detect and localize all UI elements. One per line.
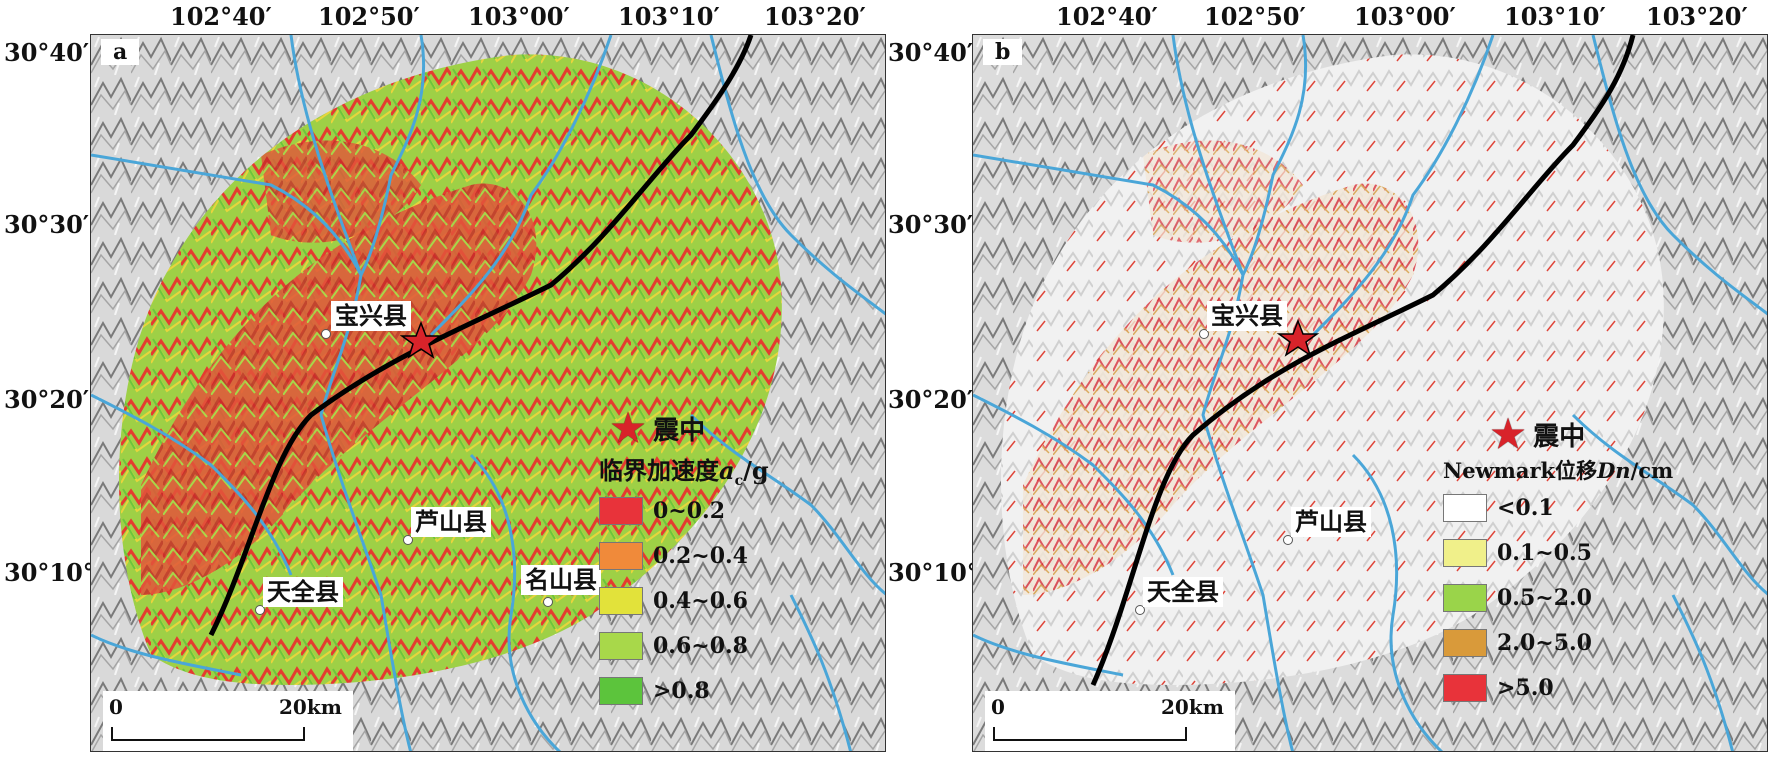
- town-label-lushan-b: 芦山县: [1291, 507, 1371, 537]
- lon-tick-b-2: 102°50′: [1204, 2, 1306, 31]
- town-marker-lushan-a: [403, 535, 413, 545]
- legend-label: <0.1: [1497, 494, 1554, 521]
- epicenter-star-b: [1276, 318, 1320, 357]
- legend-title-sub-a: c: [734, 472, 744, 489]
- legend-title-unit-b: /cm: [1630, 458, 1674, 483]
- lon-tick-b-5: 103°20′: [1646, 2, 1748, 31]
- legend-item-a-3: 0.4~0.6: [599, 579, 769, 624]
- legend-label: 0.6~0.8: [653, 633, 748, 660]
- epicenter-legend-b: ★ 震中: [1491, 415, 1585, 453]
- map-a-canvas: [91, 35, 885, 751]
- legend-swatch: [1443, 628, 1487, 657]
- lon-tick-a-5: 103°20′: [764, 2, 866, 31]
- lon-tick-a-2: 102°50′: [318, 2, 420, 31]
- legend-title-unit-a: /g: [743, 456, 769, 485]
- map-panel-a: a 宝兴县 芦山县 天全县 名山县 ★ 震中 临界加速度ac/g 0~0.2 0…: [90, 34, 886, 752]
- lat-tick-a-3: 30°20′: [4, 385, 90, 414]
- panel-label-b: b: [983, 39, 1023, 65]
- scale-start-b: 0: [991, 695, 1005, 719]
- legend-swatch: [1443, 583, 1487, 612]
- legend-label: >0.8: [653, 678, 710, 705]
- lat-tick-b-2: 30°30′: [888, 210, 974, 239]
- legend-b: Newmark位移Dn/cm <0.1 0.1~0.5 0.5~2.0 2.0~…: [1443, 455, 1673, 710]
- lon-tick-a-4: 103°10′: [618, 2, 720, 31]
- lon-tick-a-3: 103°00′: [468, 2, 570, 31]
- scale-end-a: 20km: [279, 695, 342, 719]
- lat-tick-b-4: 30°10°: [888, 558, 979, 587]
- lat-tick-b-1: 30°40′: [888, 38, 974, 67]
- legend-label: 0~0.2: [653, 498, 726, 525]
- legend-item-a-1: 0~0.2: [599, 489, 769, 534]
- town-label-tianquan-a: 天全县: [263, 577, 343, 607]
- lon-tick-b-1: 102°40′: [1056, 2, 1158, 31]
- legend-title-var-a: a: [719, 456, 735, 485]
- legend-item-b-2: 0.1~0.5: [1443, 530, 1673, 575]
- legend-item-b-3: 0.5~2.0: [1443, 575, 1673, 620]
- legend-swatch: [1443, 538, 1487, 567]
- legend-title-main-b: Newmark位移: [1443, 458, 1598, 483]
- lon-tick-a-1: 102°40′: [170, 2, 272, 31]
- legend-item-b-1: <0.1: [1443, 485, 1673, 530]
- town-marker-baoxing-a: [321, 329, 331, 339]
- scale-line-b: [993, 727, 1187, 741]
- town-label-baoxing-a: 宝兴县: [331, 301, 411, 331]
- town-label-tianquan-b: 天全县: [1143, 577, 1223, 607]
- scale-line-a: [111, 727, 305, 741]
- legend-swatch: [599, 632, 643, 661]
- legend-swatch: [599, 542, 643, 571]
- legend-swatch: [599, 677, 643, 706]
- scale-bar-a: 0 20km: [103, 691, 353, 751]
- town-marker-lushan-b: [1283, 535, 1293, 545]
- scale-bar-b: 0 20km: [985, 691, 1235, 751]
- legend-item-b-4: 2.0~5.0: [1443, 620, 1673, 665]
- legend-a: 临界加速度ac/g 0~0.2 0.2~0.4 0.4~0.6 0.6~0.8 …: [599, 451, 769, 714]
- epicenter-label-b: 震中: [1533, 421, 1586, 452]
- legend-item-a-2: 0.2~0.4: [599, 534, 769, 579]
- town-label-lushan-a: 芦山县: [411, 507, 491, 537]
- legend-item-b-5: >5.0: [1443, 665, 1673, 710]
- lat-tick-b-3: 30°20′: [888, 385, 974, 414]
- epicenter-legend-a: ★ 震中: [611, 409, 705, 447]
- lon-tick-b-3: 103°00′: [1354, 2, 1456, 31]
- legend-label: 0.5~2.0: [1497, 584, 1592, 611]
- legend-label: 0.4~0.6: [653, 588, 748, 615]
- lat-tick-a-4: 30°10°: [4, 558, 95, 587]
- scale-end-b: 20km: [1161, 695, 1224, 719]
- epicenter-label-a: 震中: [653, 415, 706, 446]
- star-icon: ★: [1491, 411, 1526, 456]
- legend-label: >5.0: [1497, 674, 1554, 701]
- star-icon: ★: [611, 405, 646, 450]
- town-label-baoxing-b: 宝兴县: [1207, 301, 1287, 331]
- legend-item-a-5: >0.8: [599, 669, 769, 714]
- map-panel-b: b 宝兴县 芦山县 天全县 ★ 震中 Newmark位移Dn/cm <0.1 0…: [972, 34, 1768, 752]
- town-marker-tianquan-b: [1135, 605, 1145, 615]
- panel-label-a: a: [101, 39, 140, 65]
- map-b-canvas: [973, 35, 1767, 751]
- legend-swatch: [1443, 493, 1487, 522]
- legend-title-main-a: 临界加速度: [599, 456, 719, 485]
- town-marker-mingshan-a: [543, 597, 553, 607]
- town-marker-tianquan-a: [255, 605, 265, 615]
- legend-label: 0.2~0.4: [653, 543, 748, 570]
- epicenter-star-a: [399, 320, 443, 359]
- legend-title-var-b: Dn: [1597, 458, 1631, 483]
- lon-tick-b-4: 103°10′: [1504, 2, 1606, 31]
- legend-title-a: 临界加速度ac/g: [599, 451, 769, 489]
- legend-swatch: [1443, 673, 1487, 702]
- scale-start-a: 0: [109, 695, 123, 719]
- legend-title-b: Newmark位移Dn/cm: [1443, 455, 1673, 485]
- legend-swatch: [599, 587, 643, 616]
- legend-swatch: [599, 497, 643, 526]
- town-label-mingshan-a: 名山县: [521, 565, 601, 595]
- legend-label: 0.1~0.5: [1497, 539, 1592, 566]
- lat-tick-a-1: 30°40′: [4, 38, 90, 67]
- legend-item-a-4: 0.6~0.8: [599, 624, 769, 669]
- legend-label: 2.0~5.0: [1497, 629, 1592, 656]
- town-marker-baoxing-b: [1199, 329, 1209, 339]
- lat-tick-a-2: 30°30′: [4, 210, 90, 239]
